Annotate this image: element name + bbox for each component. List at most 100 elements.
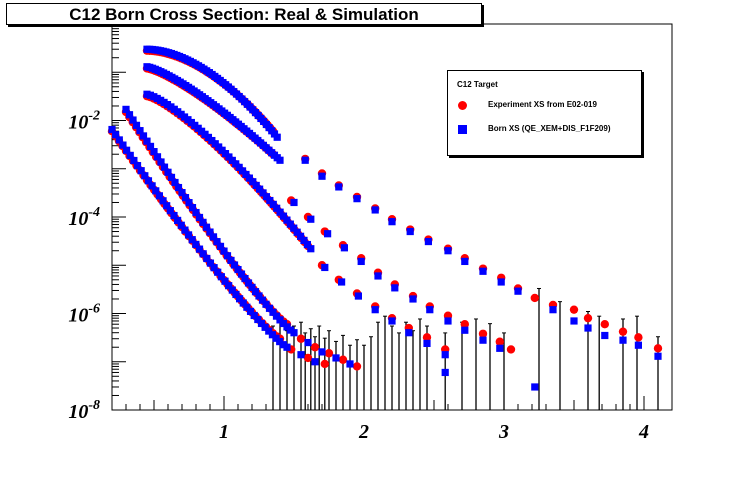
born-xs-point bbox=[272, 334, 280, 342]
born-xs-point bbox=[290, 198, 298, 207]
born-xs-point bbox=[122, 146, 131, 154]
born-xs-point bbox=[174, 183, 183, 192]
born-xs-point bbox=[570, 317, 578, 325]
experiment-point bbox=[338, 355, 348, 364]
experiment-point bbox=[495, 337, 504, 346]
experiment-point bbox=[303, 353, 313, 363]
born-xs-point bbox=[192, 208, 200, 217]
born-xs-point bbox=[388, 317, 396, 325]
experiment-point bbox=[310, 343, 320, 352]
born-xs-point bbox=[276, 337, 284, 346]
born-xs-point bbox=[601, 331, 609, 340]
born-xs-point bbox=[405, 329, 413, 337]
born-xs-point bbox=[174, 216, 182, 225]
born-xs-point bbox=[262, 300, 270, 308]
chart-title-box: C12 Born Cross Section: Real & Simulatio… bbox=[6, 3, 482, 25]
born-xs-point bbox=[221, 277, 229, 285]
experiment-point bbox=[569, 305, 579, 314]
born-xs-point bbox=[391, 284, 399, 292]
born-xs-point bbox=[461, 326, 469, 334]
born-xs-point bbox=[283, 343, 291, 351]
born-xs-point bbox=[269, 308, 277, 316]
experiment-point bbox=[460, 320, 469, 329]
born-xs-point bbox=[276, 316, 284, 324]
born-xs-point bbox=[236, 295, 244, 303]
born-xs-point bbox=[318, 348, 326, 356]
born-xs-point bbox=[265, 327, 273, 335]
born-xs-point bbox=[283, 216, 291, 224]
born-xs-point bbox=[159, 197, 167, 205]
legend: C12 Target Experiment XS from E02-019 Bo… bbox=[447, 70, 642, 156]
born-xs-point bbox=[252, 181, 260, 190]
born-xs-point bbox=[340, 244, 348, 252]
born-xs-point bbox=[246, 307, 255, 315]
born-xs-point bbox=[479, 336, 487, 344]
born-xs-point bbox=[143, 137, 151, 145]
born-xs-point bbox=[549, 306, 557, 314]
born-xs-point bbox=[307, 245, 315, 253]
born-xs-point bbox=[262, 193, 271, 201]
born-xs-point bbox=[108, 125, 116, 134]
experiment-point bbox=[324, 349, 334, 358]
born-xs-point bbox=[163, 202, 171, 210]
born-xs-point bbox=[324, 230, 332, 238]
experiment-point bbox=[583, 313, 593, 323]
born-xs-point bbox=[297, 351, 305, 359]
born-xs-point bbox=[150, 148, 158, 156]
born-xs-point bbox=[479, 267, 487, 275]
born-xs-point bbox=[216, 242, 225, 250]
born-xs-point bbox=[374, 272, 382, 280]
born-xs-point bbox=[133, 162, 142, 170]
born-xs-point bbox=[441, 368, 449, 377]
born-xs-point bbox=[237, 270, 246, 278]
born-xs-point bbox=[157, 158, 165, 166]
born-xs-point bbox=[269, 200, 277, 208]
born-xs-point bbox=[286, 220, 294, 228]
born-xs-point bbox=[248, 283, 256, 291]
y-tick-label: 10-2 bbox=[68, 109, 100, 134]
born-xs-point bbox=[115, 136, 123, 144]
born-xs-point bbox=[268, 331, 277, 339]
born-xs-point bbox=[250, 311, 258, 320]
born-xs-point bbox=[353, 195, 361, 203]
born-xs-point bbox=[206, 228, 214, 236]
born-xs-point bbox=[338, 278, 346, 286]
born-xs-point bbox=[514, 287, 522, 295]
born-xs-point bbox=[303, 240, 311, 249]
born-xs-point bbox=[171, 178, 179, 187]
born-xs-point bbox=[188, 204, 197, 212]
born-xs-point bbox=[276, 156, 284, 164]
born-xs-point bbox=[119, 141, 127, 149]
born-xs-point bbox=[184, 231, 193, 239]
born-xs-point bbox=[167, 173, 176, 181]
born-xs-point bbox=[152, 187, 160, 195]
born-xs-point bbox=[228, 286, 236, 294]
born-xs-point bbox=[227, 256, 235, 265]
born-xs-point bbox=[214, 268, 222, 276]
born-xs-point bbox=[181, 226, 189, 234]
born-xs-point bbox=[202, 223, 211, 231]
born-xs-point bbox=[424, 237, 432, 246]
experiment-point bbox=[478, 329, 488, 338]
chart-title: C12 Born Cross Section: Real & Simulatio… bbox=[69, 5, 419, 24]
born-xs-point bbox=[170, 211, 178, 220]
born-xs-point bbox=[217, 273, 225, 281]
born-xs-point bbox=[311, 358, 319, 366]
born-xs-point bbox=[444, 247, 452, 255]
born-xs-point bbox=[242, 170, 250, 179]
born-xs-point bbox=[126, 151, 134, 159]
y-tick-label: 10-6 bbox=[68, 302, 100, 327]
legend-entry-born: Born XS (QE_XEM+DIS_F1F209) bbox=[448, 122, 641, 138]
born-xs-point bbox=[634, 341, 642, 349]
born-xs-point bbox=[136, 127, 144, 135]
born-xs-point bbox=[188, 236, 196, 244]
born-xs-point bbox=[296, 232, 305, 240]
experiment-point bbox=[506, 345, 516, 354]
born-xs-point bbox=[178, 189, 186, 197]
born-xs-point bbox=[371, 206, 379, 214]
born-xs-point bbox=[232, 290, 240, 299]
born-xs-point bbox=[259, 189, 267, 197]
born-xs-point bbox=[225, 282, 233, 290]
legend-entry-experiment: Experiment XS from E02-019 bbox=[448, 98, 641, 114]
born-xs-point bbox=[619, 336, 627, 344]
